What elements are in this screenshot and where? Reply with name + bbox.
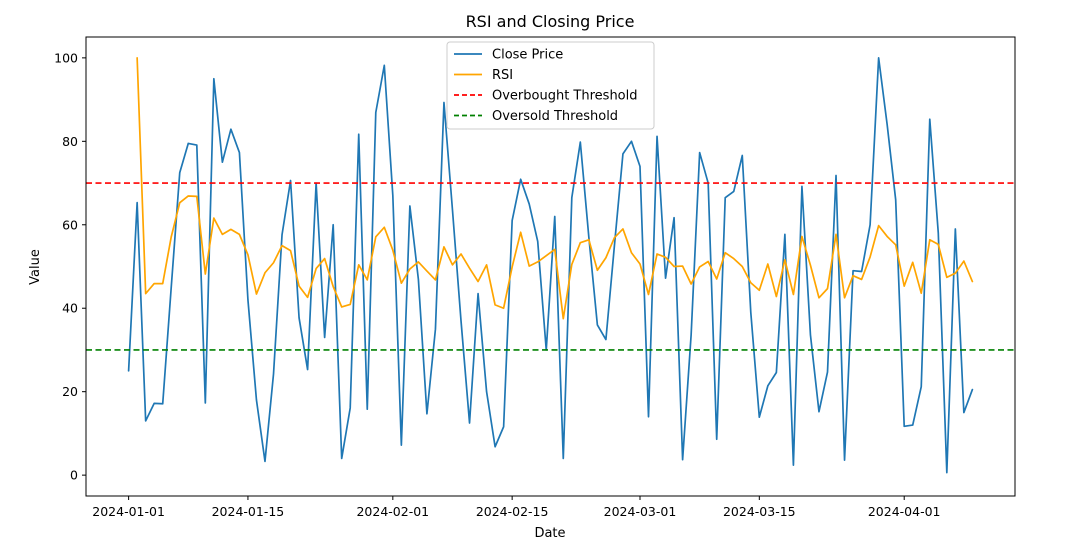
y-axis-label: Value: [28, 249, 43, 285]
y-tick-label: 80: [62, 134, 78, 149]
rsi-line: [136, 57, 974, 320]
plot-frame: [85, 36, 1016, 497]
close-price-line: [127, 57, 974, 474]
x-tick-label: 2024-04-01: [868, 504, 941, 519]
y-tick-label: 20: [62, 384, 78, 399]
legend-label: Oversold Threshold: [492, 109, 618, 124]
legend-label: RSI: [492, 68, 513, 83]
legend: Close Price RSI Overbought Threshold Overso…: [446, 41, 655, 130]
x-tick-label: 2024-01-01: [92, 504, 165, 519]
y-tick-label: 0: [70, 468, 78, 483]
x-tick-label: 2024-02-15: [476, 504, 549, 519]
x-tick-label: 2024-02-01: [356, 504, 429, 519]
x-tick-label: 2024-03-01: [604, 504, 677, 519]
y-tick-label: 100: [54, 50, 78, 65]
axes: 2024-01-01 2024-01-15 2024-02-01 2024-02-15…: [54, 36, 1016, 519]
legend-box: [446, 41, 655, 130]
plot-area: [86, 57, 1015, 474]
y-tick-label: 40: [62, 301, 78, 316]
chart-title: RSI and Closing Price: [466, 12, 635, 31]
legend-label: Close Price: [492, 48, 563, 63]
plot-series-group: [86, 57, 1015, 474]
y-tick-label: 60: [62, 217, 78, 232]
x-tick-label: 2024-03-15: [723, 504, 796, 519]
x-axis-label: Date: [534, 526, 565, 541]
legend-label: Overbought Threshold: [492, 89, 638, 104]
x-tick-label: 2024-01-15: [212, 504, 285, 519]
